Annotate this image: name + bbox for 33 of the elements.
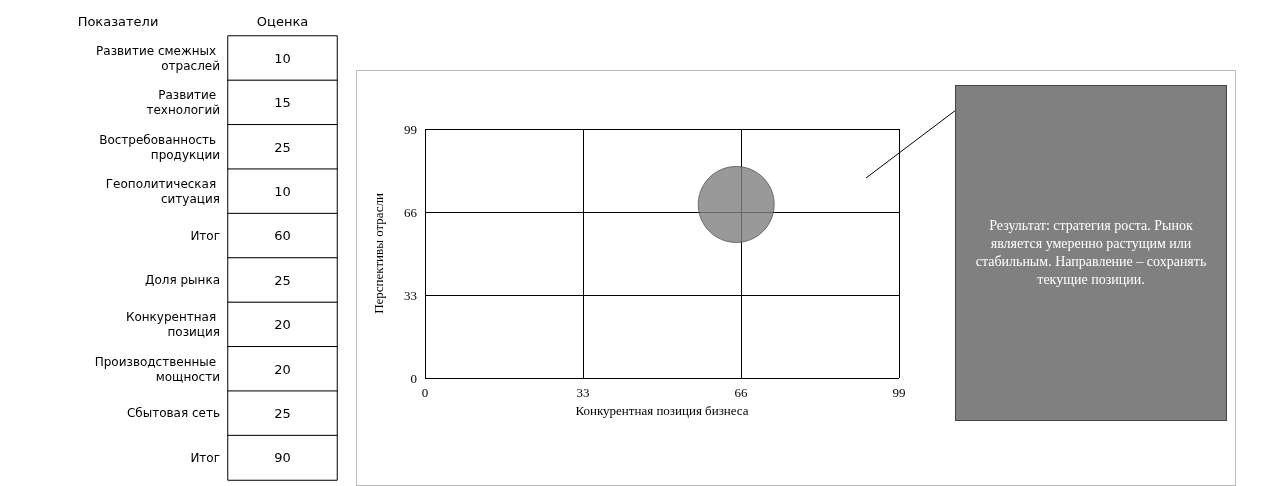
y-tick-label: 33 [404,287,417,303]
data-label: 25 [274,272,291,288]
y-tick-label: Востребованность продукции [99,132,220,162]
y-tick-label: 0 [410,370,417,386]
x-tick-label: 33 [576,385,590,400]
y-tick-label: Геополитическая ситуация [105,176,220,206]
data-label: 60 [274,228,291,244]
x-tick-label: 0 [421,385,429,400]
y-tick-label: Конкурентная позиция [125,310,220,340]
y-axis-title: Перспективы отрасли [371,193,386,314]
y-tick-label: Итог [190,450,220,465]
x-tick-label: 66 [734,385,748,400]
x-tick-label: Оценка [256,14,309,29]
y-tick-label: Производственные мощности [94,354,220,384]
data-label: 10 [274,183,291,199]
x-tick-label: 99 [892,385,906,400]
y-tick-label: 66 [404,204,418,220]
data-label: 20 [274,317,291,333]
data-label: 25 [274,139,291,155]
y-tick-label: Развитие смежных отраслей [96,43,220,73]
data-label: 25 [274,405,291,421]
y-tick-label: 99 [404,121,417,137]
y-tick-label: Развитие технологий [146,88,220,118]
data-label: 20 [274,361,291,377]
y-tick-label: Итог [190,228,220,243]
y-tick-label: Доля рынка [145,273,220,288]
data-label: 90 [274,450,291,466]
y-tick-label: Сбытовая сеть [126,406,220,421]
x-axis-title: Конкурентная позиция бизнеса [575,402,749,418]
text: Результат: стратегия роста. Рынок является умеренно растущим или стабильным. Направление – сохранять текущие позиции. [955,85,1227,421]
data-label: 15 [274,95,291,111]
y-axis-title: Показатели [77,14,159,29]
data-label: 10 [274,50,291,66]
